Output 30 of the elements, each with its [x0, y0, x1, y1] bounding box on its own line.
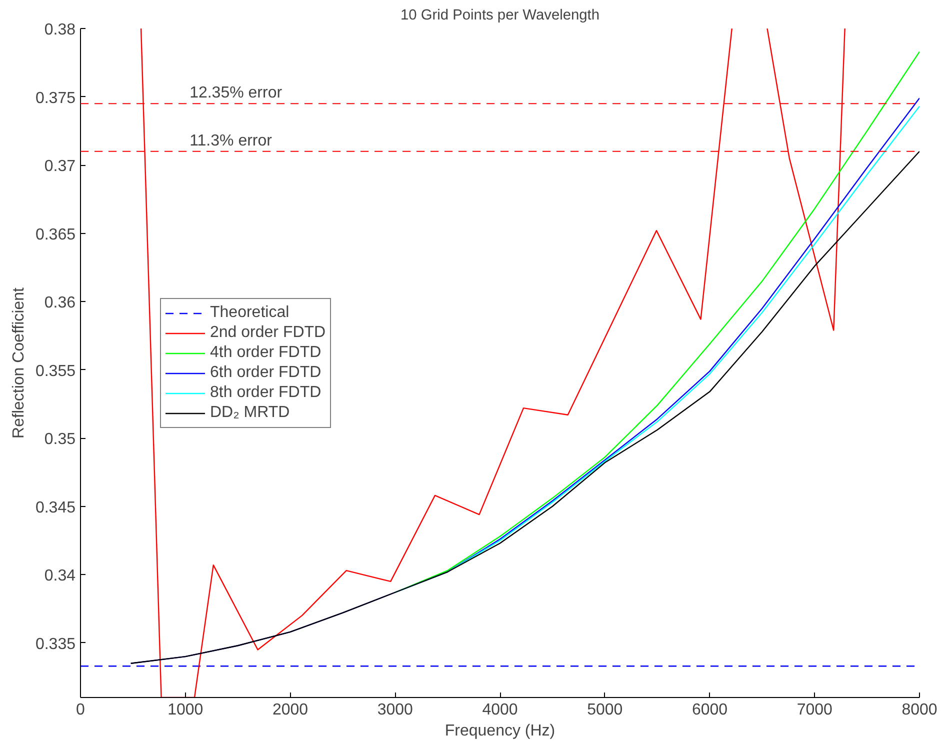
y-tick-label: 0.355 — [35, 362, 76, 380]
x-tick-label: 8000 — [902, 702, 938, 718]
x-tick-label: 4000 — [482, 702, 518, 718]
x-tick-label: 0 — [76, 702, 86, 718]
legend-label: 4th order FDTD — [210, 344, 322, 362]
x-tick-label: 5000 — [587, 702, 623, 718]
legend-label: 8th order FDTD — [210, 384, 322, 402]
legend-label: Theoretical — [210, 304, 290, 322]
y-tick-label: 0.335 — [35, 636, 76, 653]
x-tick-label: 7000 — [796, 702, 833, 718]
x-tick-label: 3000 — [377, 702, 414, 718]
y-tick-label: 0.36 — [44, 294, 76, 312]
ref-line-label: 12.35% error — [190, 84, 283, 102]
chart-title: 10 Grid Points per Wavelength — [400, 8, 600, 24]
legend-label: DD₂ MRTD — [210, 404, 290, 422]
x-tick-label: 1000 — [168, 702, 204, 718]
legend-label: 6th order FDTD — [210, 364, 322, 382]
y-tick-label: 0.37 — [44, 158, 76, 176]
x-tick-label: 6000 — [692, 702, 728, 718]
y-tick-label: 0.375 — [35, 90, 76, 107]
y-tick-label: 0.38 — [44, 22, 76, 38]
y-tick-label: 0.365 — [35, 226, 76, 244]
y-tick-label: 0.34 — [44, 568, 76, 585]
ref-line-label: 11.3% error — [190, 132, 273, 150]
y-tick-label: 0.345 — [35, 499, 76, 516]
legend-label: 2nd order FDTD — [210, 324, 326, 342]
y-tick-label: 0.35 — [44, 431, 76, 448]
x-axis-title: Frequency (Hz) — [444, 722, 556, 740]
x-tick-label: 2000 — [272, 702, 308, 718]
y-axis-title: Reflection Coefficient — [10, 286, 28, 438]
